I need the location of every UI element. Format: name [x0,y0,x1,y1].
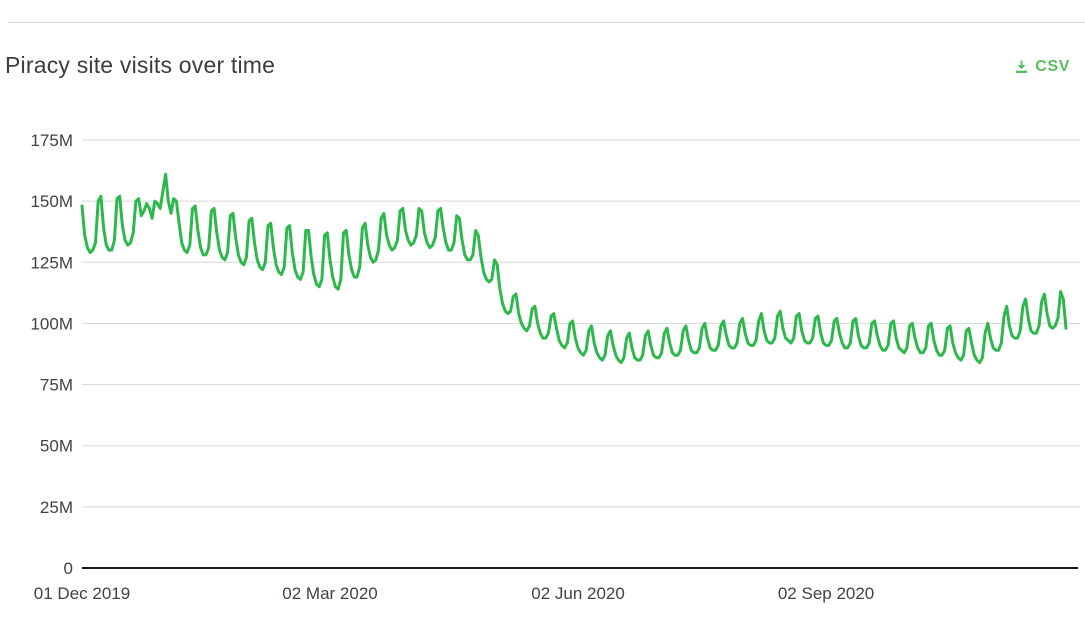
y-tick-label: 100M [30,314,73,333]
y-tick-label: 150M [30,192,73,211]
x-tick-label: 02 Sep 2020 [778,584,874,603]
y-tick-label: 0 [64,559,73,578]
x-tick-label: 01 Dec 2019 [34,584,130,603]
y-tick-label: 25M [40,498,73,517]
x-tick-label: 02 Jun 2020 [531,584,625,603]
y-tick-label: 50M [40,437,73,456]
csv-download-link[interactable]: CSV [1014,58,1070,76]
download-icon [1014,59,1029,75]
top-divider [8,22,1085,23]
y-tick-label: 75M [40,376,73,395]
y-tick-label: 125M [30,253,73,272]
visits-series-line [80,172,1068,365]
x-tick-label: 02 Mar 2020 [282,584,377,603]
csv-link-label: CSV [1035,58,1070,75]
y-tick-label: 175M [30,131,73,150]
page-title: Piracy site visits over time [5,52,276,78]
